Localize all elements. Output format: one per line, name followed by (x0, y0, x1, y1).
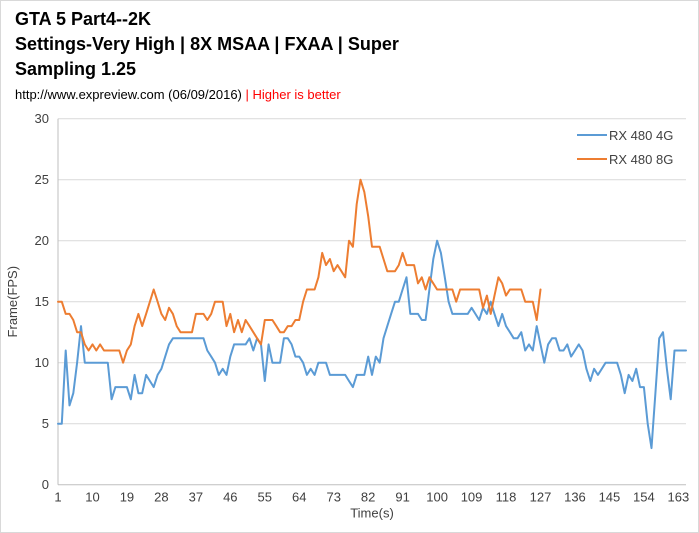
x-tick-label: 55 (258, 490, 272, 505)
x-tick-label: 118 (496, 490, 517, 505)
legend-entry-rx-480-8g: RX 480 8G (577, 147, 673, 171)
x-tick-label: 154 (633, 490, 655, 505)
y-tick-label: 0 (42, 477, 49, 492)
y-tick-label: 15 (35, 294, 49, 309)
chart-title: GTA 5 Part4--2K Settings-Very High | 8X … (15, 7, 399, 82)
chart-title-line-1: GTA 5 Part4--2K (15, 9, 152, 29)
x-tick-label: 145 (599, 490, 621, 505)
x-tick-label: 100 (426, 490, 448, 505)
legend-line-swatch-orange (577, 158, 607, 160)
legend-label-rx-480-4g: RX 480 4G (609, 127, 674, 143)
x-tick-label: 163 (667, 490, 689, 505)
x-tick-label: 19 (120, 490, 134, 505)
subtitle-source-text: http://www.expreview.com (06/09/2016) (15, 87, 246, 102)
chart-title-line-3: Sampling 1.25 (15, 59, 137, 79)
x-tick-label: 10 (85, 490, 99, 505)
x-tick-label: 1 (54, 490, 61, 505)
y-tick-label: 10 (35, 355, 49, 370)
x-tick-label: 46 (223, 490, 237, 505)
legend-label-rx-480-8g: RX 480 8G (609, 151, 674, 167)
x-tick-label: 136 (564, 490, 586, 505)
chart-legend: RX 480 4G RX 480 8G (577, 123, 673, 171)
x-tick-label: 82 (361, 490, 375, 505)
x-tick-label: 91 (395, 490, 409, 505)
x-tick-label: 28 (154, 490, 168, 505)
chart-title-line-2: Settings-Very High | 8X MSAA | FXAA | Su… (15, 34, 399, 54)
legend-line-swatch-blue (577, 134, 607, 136)
chart-subtitle: http://www.expreview.com (06/09/2016) | … (15, 87, 341, 102)
y-tick-label: 20 (35, 233, 49, 248)
series-line-rx-480-8g (57, 178, 542, 364)
series-line-rx-480-4g (57, 239, 687, 450)
x-tick-label: 37 (189, 490, 203, 505)
subtitle-higher-is-better: | Higher is better (245, 87, 341, 102)
y-tick-label: 25 (35, 172, 49, 187)
y-tick-label: 5 (42, 416, 49, 431)
y-tick-label: 30 (35, 111, 49, 126)
x-tick-label: 73 (326, 490, 340, 505)
x-axis-title: Time(s) (350, 506, 394, 521)
x-tick-label: 109 (461, 490, 483, 505)
legend-entry-rx-480-4g: RX 480 4G (577, 123, 673, 147)
y-axis-title: Frame(FPS) (5, 266, 20, 338)
x-tick-label: 64 (292, 490, 306, 505)
x-tick-label: 127 (530, 490, 552, 505)
